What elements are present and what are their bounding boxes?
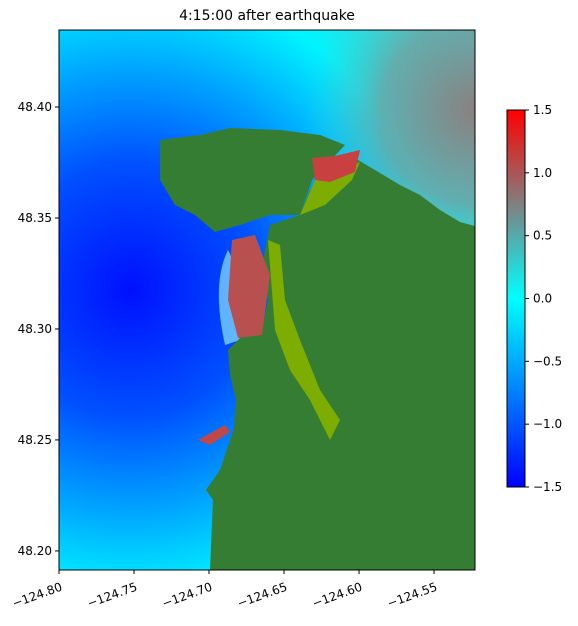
high-water [228, 235, 270, 338]
x-tick-label: −124.70 [160, 580, 214, 611]
y-tick-label: 48.30 [18, 322, 52, 336]
colorbar-tick-label: 0.0 [533, 292, 552, 306]
y-tick-label: 48.35 [18, 211, 52, 225]
x-tick-label: −124.55 [385, 580, 439, 611]
land [160, 128, 345, 232]
high-water [312, 150, 360, 182]
colorbar-tick-label: 1.5 [533, 103, 552, 117]
y-tick-label: 48.40 [18, 100, 52, 114]
chart-title: 4:15:00 after earthquake [179, 8, 355, 24]
x-tick-label: −124.80 [10, 580, 64, 611]
colorbar-tick-label: −1.0 [533, 417, 562, 431]
high-water [198, 425, 230, 445]
y-tick-label: 48.20 [18, 544, 52, 558]
x-tick-label: −124.75 [85, 580, 139, 611]
plot-frame [58, 29, 476, 571]
y-tick-label: 48.25 [18, 433, 52, 447]
x-tick-label: −124.65 [235, 580, 289, 611]
x-tick-label: −124.60 [310, 580, 364, 611]
colorbar-tick-label: 0.5 [533, 229, 552, 243]
colorbar [506, 109, 526, 488]
colorbar-tick-label: −1.5 [533, 480, 562, 494]
colorbar-tick-label: −0.5 [533, 354, 562, 368]
shallow [268, 240, 340, 440]
map [59, 30, 475, 570]
colorbar-tick-label: 1.0 [533, 166, 552, 180]
